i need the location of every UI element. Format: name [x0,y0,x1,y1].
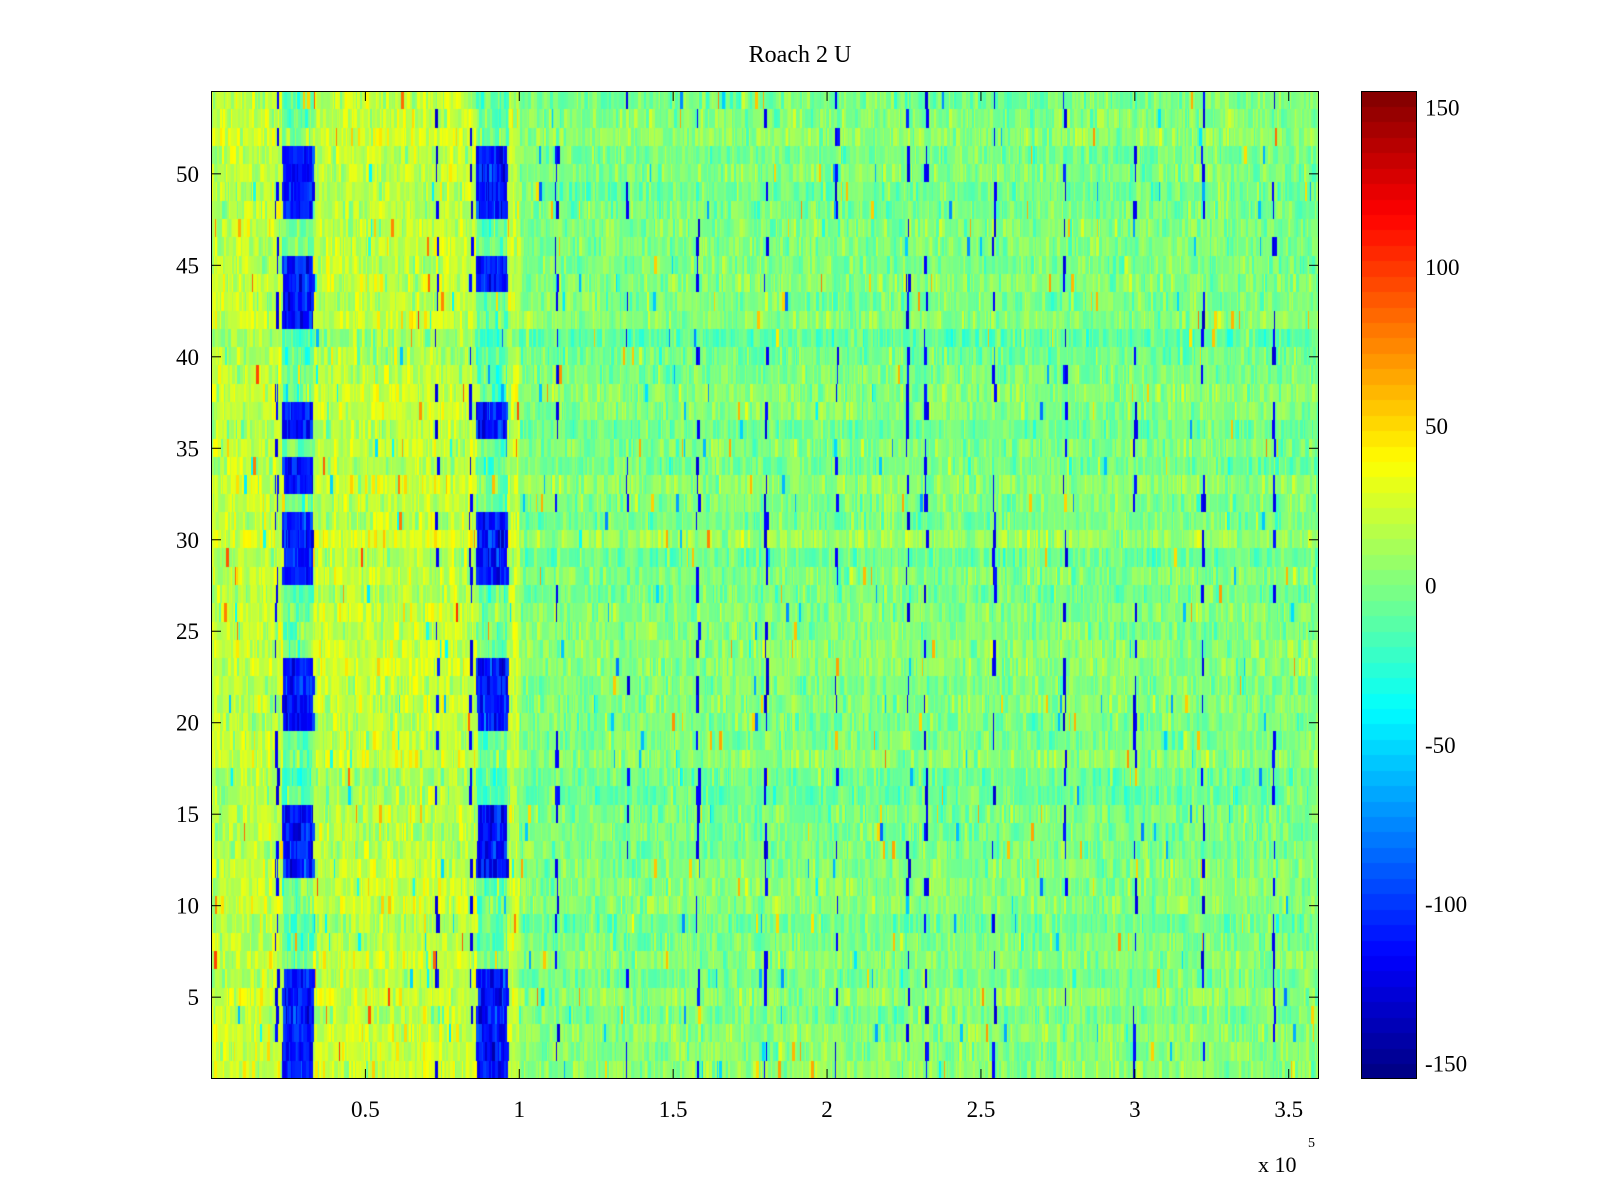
x-tick-label: 0.5 [351,1097,380,1122]
x-tick-label: 1 [514,1097,526,1122]
x-tick-label: 3.5 [1274,1097,1303,1122]
colorbar-tick-label: 100 [1425,255,1460,280]
heatmap-plot [211,91,1319,1079]
colorbar-tick-label: 150 [1425,95,1460,120]
x-axis-exponent-base: x 10 [1258,1152,1297,1177]
colorbar-tick-label: 0 [1425,574,1437,599]
colorbar-tick-label: -150 [1425,1052,1467,1077]
y-tick-label: 45 [176,253,199,278]
y-tick-label: 40 [176,345,199,370]
y-tick-label: 10 [176,894,199,919]
x-tick-label: 1.5 [659,1097,688,1122]
chart-title: Roach 2 U [748,42,852,68]
colorbar-tick-label: 50 [1425,414,1448,439]
y-tick-label: 20 [176,711,199,736]
y-tick-label: 25 [176,619,199,644]
colorbar [1361,91,1417,1079]
x-axis-exponent-power: 5 [1308,1136,1315,1151]
colorbar-tick-label: -50 [1425,733,1456,758]
colorbar-tick-label: -100 [1425,892,1467,917]
y-tick-label: 30 [176,528,199,553]
x-tick-label: 2 [821,1097,833,1122]
y-tick-label: 15 [176,802,199,827]
x-tick-label: 3 [1129,1097,1141,1122]
y-tick-label: 5 [188,985,200,1010]
x-tick-label: 2.5 [967,1097,996,1122]
y-tick-label: 35 [176,436,199,461]
y-tick-label: 50 [176,162,199,187]
